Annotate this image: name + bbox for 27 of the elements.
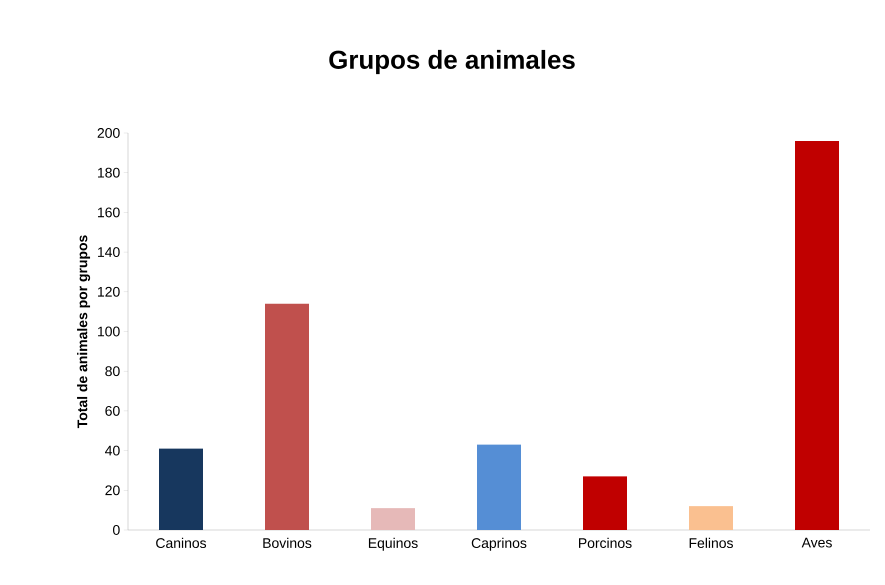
y-tick-label: 180 bbox=[98, 168, 120, 178]
bar bbox=[583, 476, 628, 530]
x-tick-label: Felinos bbox=[690, 538, 733, 548]
bar bbox=[371, 508, 416, 530]
x-tick-label: Caninos bbox=[156, 538, 206, 548]
y-tick-label: 160 bbox=[98, 207, 120, 218]
y-tick-label: 200 bbox=[98, 128, 120, 138]
x-tick-label: Porcinos bbox=[579, 538, 632, 548]
chart-title: Grupos de animales bbox=[329, 50, 575, 74]
x-tick-label: Caprinos bbox=[472, 538, 526, 551]
y-tick-label: 80 bbox=[105, 366, 120, 376]
x-tick-label: Aves bbox=[802, 538, 832, 548]
bar bbox=[477, 444, 522, 530]
y-tick-label: 140 bbox=[98, 247, 120, 258]
x-tick-label: Equinos bbox=[368, 538, 418, 551]
bar bbox=[689, 506, 734, 530]
bar bbox=[265, 304, 309, 530]
y-tick-label: 40 bbox=[105, 446, 120, 456]
y-tick-label: 0 bbox=[113, 525, 120, 535]
y-tick-label: 60 bbox=[105, 406, 120, 416]
y-axis-title: Total de animales por grupos bbox=[77, 235, 90, 428]
y-tick-label: 120 bbox=[98, 286, 120, 297]
bar bbox=[159, 448, 203, 530]
y-tick-label: 100 bbox=[98, 326, 120, 336]
y-tick-label: 20 bbox=[105, 485, 120, 496]
bar bbox=[795, 140, 840, 530]
x-tick-label: Bovinos bbox=[263, 538, 312, 548]
